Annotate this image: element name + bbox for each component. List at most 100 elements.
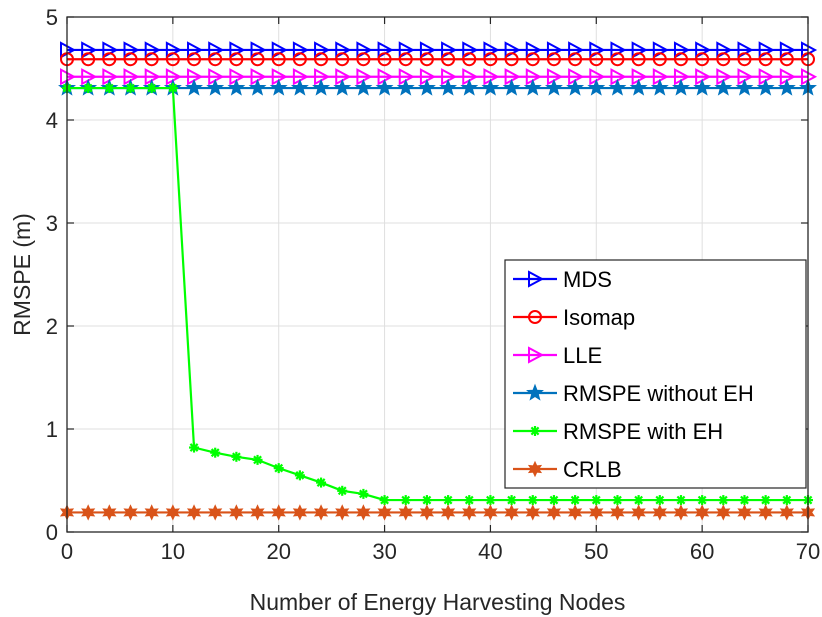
data-point-crlb <box>462 504 477 521</box>
data-point-rmspe-with-eh <box>570 495 581 506</box>
data-point-rmspe-without-eh <box>354 78 373 96</box>
data-point-crlb <box>144 504 159 521</box>
data-point-rmspe-without-eh <box>629 78 648 96</box>
data-point-rmspe-with-eh <box>210 447 221 458</box>
data-point-isomap <box>716 52 731 67</box>
data-point-rmspe-with-eh <box>146 83 157 94</box>
data-point-rmspe-with-eh <box>316 477 327 488</box>
series-rmspe-with-eh <box>62 83 813 506</box>
data-point-isomap <box>652 52 667 67</box>
y-tick-label: 2 <box>46 314 58 339</box>
data-point-isomap <box>335 52 350 67</box>
data-point-rmspe-without-eh <box>375 78 394 96</box>
data-point-rmspe-without-eh <box>333 78 352 96</box>
data-point-rmspe-without-eh <box>185 78 203 96</box>
data-point-crlb <box>250 504 265 521</box>
data-point-isomap <box>462 52 477 67</box>
data-point-crlb <box>419 504 435 521</box>
data-point-isomap <box>377 52 392 67</box>
data-point-rmspe-without-eh <box>248 78 267 96</box>
legend-item-rmspe-without-eh: RMSPE without EH <box>513 381 754 406</box>
data-point-rmspe-without-eh <box>650 78 669 96</box>
data-point-crlb <box>695 504 710 521</box>
legend-marker <box>528 270 545 288</box>
data-point-crlb <box>377 504 392 521</box>
data-point-isomap <box>314 52 329 67</box>
legend-box <box>504 259 807 489</box>
data-point-rmspe-without-eh <box>566 78 585 96</box>
legend-marker <box>527 460 543 478</box>
data-point-crlb <box>335 504 350 521</box>
series-crlb <box>59 504 816 521</box>
data-point-crlb <box>440 504 456 521</box>
data-point-rmspe-without-eh <box>608 78 627 96</box>
data-point-crlb <box>271 504 286 521</box>
data-point-rmspe-without-eh <box>439 78 458 96</box>
data-point-isomap <box>610 52 625 67</box>
legend-label: LLE <box>563 343 602 368</box>
data-point-rmspe-with-eh <box>464 495 475 506</box>
data-point-crlb <box>631 504 646 521</box>
data-point-rmspe-with-eh <box>548 495 559 506</box>
data-point-crlb <box>716 504 731 521</box>
x-tick-label: 70 <box>796 539 820 564</box>
legend: MDS Isomap LLE RMSPE without EH RMSPE with E… <box>504 259 807 489</box>
data-point-rmspe-without-eh <box>714 78 733 96</box>
legend-marker <box>530 426 540 436</box>
data-point-rmspe-with-eh <box>252 454 263 465</box>
data-point-rmspe-without-eh <box>735 78 754 96</box>
data-point-crlb <box>483 504 498 521</box>
data-point-rmspe-with-eh <box>189 442 200 453</box>
data-point-isomap <box>419 52 434 67</box>
data-point-crlb <box>398 504 413 521</box>
data-point-crlb <box>568 504 583 521</box>
legend-label: MDS <box>563 267 612 292</box>
data-point-isomap <box>271 52 286 67</box>
tick-labels: 0 10 20 30 40 50 60 70 0 1 2 3 4 5 <box>46 5 820 564</box>
data-point-isomap <box>356 52 371 67</box>
legend-item-crlb: CRLB <box>513 457 622 482</box>
data-point-rmspe-without-eh <box>693 78 712 96</box>
data-point-rmspe-with-eh <box>83 83 94 94</box>
data-point-isomap <box>81 52 96 67</box>
x-tick-label: 40 <box>478 539 502 564</box>
data-point-isomap <box>589 52 604 67</box>
legend-label: CRLB <box>563 457 622 482</box>
data-point-rmspe-with-eh <box>421 495 432 506</box>
data-point-rmspe-without-eh <box>587 78 606 96</box>
data-point-crlb <box>186 504 202 521</box>
data-point-crlb <box>758 504 773 521</box>
data-point-isomap <box>758 52 773 67</box>
data-point-crlb <box>589 504 604 521</box>
data-point-rmspe-with-eh <box>104 83 115 94</box>
legend-marker <box>528 346 545 364</box>
data-point-isomap <box>441 52 456 67</box>
x-tick-label: 30 <box>372 539 396 564</box>
data-point-crlb <box>208 504 223 521</box>
data-point-rmspe-with-eh <box>485 495 496 506</box>
data-point-rmspe-without-eh <box>756 78 775 96</box>
data-point-rmspe-without-eh <box>777 78 796 96</box>
y-tick-label: 0 <box>46 520 58 545</box>
data-point-isomap <box>102 52 117 67</box>
data-point-isomap <box>673 52 688 67</box>
data-point-crlb <box>313 504 329 521</box>
y-tick-label: 5 <box>46 5 58 30</box>
data-point-rmspe-with-eh <box>358 488 369 499</box>
data-point-crlb <box>504 504 519 521</box>
data-point-rmspe-without-eh <box>502 78 521 96</box>
data-point-isomap <box>546 52 561 67</box>
data-point-rmspe-with-eh <box>675 495 686 506</box>
data-point-isomap <box>779 52 794 67</box>
legend-label: RMSPE without EH <box>563 381 754 406</box>
y-tick-label: 1 <box>46 417 58 442</box>
data-point-rmspe-with-eh <box>294 470 305 481</box>
data-point-rmspe-with-eh <box>654 495 665 506</box>
data-point-crlb <box>229 504 244 521</box>
x-tick-label: 0 <box>61 539 73 564</box>
data-point-rmspe-with-eh <box>591 495 602 506</box>
x-tick-label: 10 <box>161 539 185 564</box>
y-tick-label: 3 <box>46 211 58 236</box>
data-point-crlb <box>610 504 625 521</box>
legend-item-mds: MDS <box>513 267 612 292</box>
